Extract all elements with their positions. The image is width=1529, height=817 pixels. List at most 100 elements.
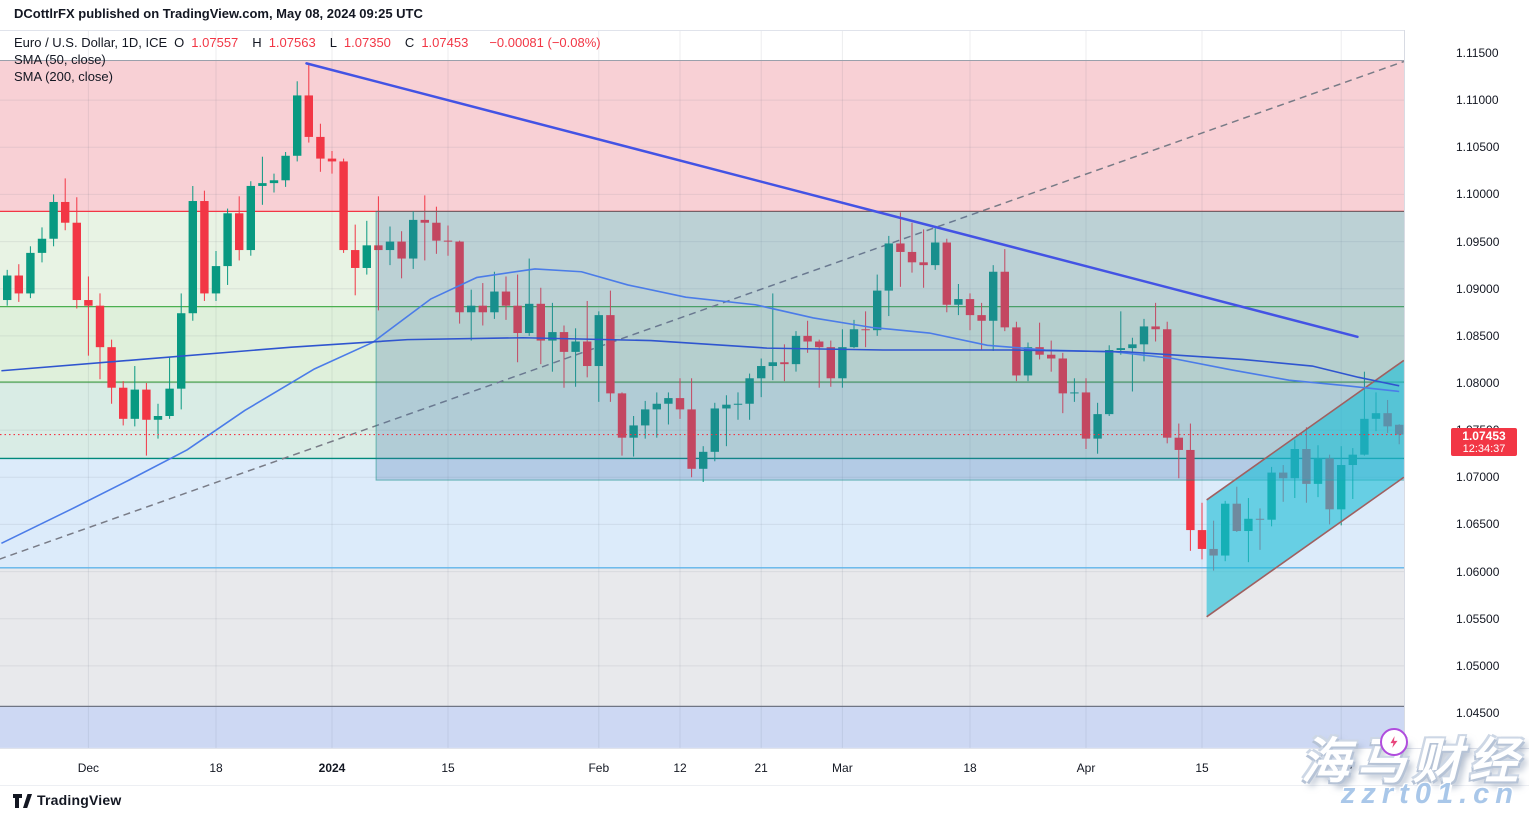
- candle[interactable]: [246, 185, 255, 251]
- candle[interactable]: [791, 335, 801, 365]
- candle[interactable]: [177, 313, 186, 389]
- candle[interactable]: [61, 201, 70, 223]
- ascending-channel-fill[interactable]: [1206, 360, 1404, 617]
- downtrend-line[interactable]: [305, 62, 1359, 339]
- candle[interactable]: [1012, 327, 1021, 376]
- candle[interactable]: [536, 303, 545, 341]
- candle[interactable]: [1047, 354, 1056, 359]
- candle[interactable]: [281, 155, 290, 181]
- candle[interactable]: [327, 158, 337, 162]
- tradingview-logo[interactable]: TradingView: [13, 792, 121, 808]
- dashed-uptrend-line[interactable]: [0, 60, 1404, 560]
- candle[interactable]: [977, 315, 986, 321]
- candle[interactable]: [49, 201, 58, 239]
- candle[interactable]: [1139, 326, 1149, 345]
- candle[interactable]: [641, 409, 650, 426]
- candle[interactable]: [861, 329, 870, 331]
- candle[interactable]: [1197, 530, 1207, 549]
- candle[interactable]: [1105, 350, 1114, 415]
- candle[interactable]: [1070, 392, 1079, 394]
- candle[interactable]: [617, 393, 627, 438]
- candle[interactable]: [896, 243, 905, 252]
- candle[interactable]: [443, 240, 453, 242]
- candle[interactable]: [200, 201, 209, 294]
- candle[interactable]: [293, 95, 302, 156]
- candle[interactable]: [235, 213, 244, 251]
- candle[interactable]: [722, 404, 731, 409]
- candle[interactable]: [1174, 437, 1183, 450]
- candle[interactable]: [107, 347, 116, 388]
- candle[interactable]: [757, 366, 766, 379]
- candle[interactable]: [1116, 348, 1125, 350]
- candle[interactable]: [548, 332, 557, 341]
- candle[interactable]: [745, 378, 754, 404]
- candle[interactable]: [652, 403, 661, 410]
- candle[interactable]: [838, 347, 847, 379]
- candle[interactable]: [1186, 449, 1195, 531]
- price-scale[interactable]: [1404, 30, 1529, 748]
- candle[interactable]: [339, 161, 348, 251]
- candle[interactable]: [907, 251, 917, 263]
- candle[interactable]: [304, 95, 313, 137]
- candle[interactable]: [14, 275, 23, 294]
- candle[interactable]: [351, 250, 360, 268]
- indicator-legend-sma200[interactable]: SMA (200, close): [14, 69, 113, 84]
- candle[interactable]: [269, 180, 279, 184]
- candle[interactable]: [432, 222, 441, 241]
- candle[interactable]: [594, 315, 603, 367]
- candle[interactable]: [84, 300, 93, 306]
- sma-50-line[interactable]: [1, 268, 1400, 545]
- candle[interactable]: [385, 241, 395, 251]
- candle[interactable]: [258, 183, 267, 186]
- candle[interactable]: [165, 388, 174, 417]
- candle[interactable]: [849, 329, 859, 348]
- candle[interactable]: [490, 291, 499, 313]
- candle[interactable]: [467, 305, 476, 313]
- candle[interactable]: [95, 305, 105, 348]
- candle[interactable]: [1058, 358, 1067, 394]
- candle[interactable]: [664, 398, 673, 404]
- candle[interactable]: [188, 201, 197, 314]
- chart-legend[interactable]: Euro / U.S. Dollar, 1D, ICE O 1.07557 H 1.07…: [14, 34, 608, 85]
- candle[interactable]: [1023, 347, 1033, 376]
- candle[interactable]: [815, 341, 824, 348]
- candle[interactable]: [223, 213, 232, 267]
- highlight-rectangle[interactable]: [375, 210, 1405, 481]
- candle[interactable]: [374, 245, 383, 251]
- candle[interactable]: [501, 291, 511, 306]
- indicator-legend-sma50[interactable]: SMA (50, close): [14, 52, 106, 67]
- candle[interactable]: [1151, 326, 1160, 330]
- candle[interactable]: [699, 451, 708, 469]
- candle[interactable]: [1128, 344, 1137, 349]
- candle[interactable]: [931, 242, 940, 266]
- candle[interactable]: [525, 303, 534, 334]
- candle[interactable]: [1163, 329, 1172, 438]
- channel-upper-line[interactable]: [1206, 359, 1404, 501]
- candle[interactable]: [26, 252, 35, 294]
- candle[interactable]: [397, 241, 406, 259]
- candle[interactable]: [780, 362, 789, 365]
- candle[interactable]: [768, 362, 777, 367]
- candle[interactable]: [629, 425, 638, 438]
- candle[interactable]: [37, 238, 47, 253]
- symbol-title[interactable]: Euro / U.S. Dollar, 1D, ICE: [14, 35, 168, 50]
- candle[interactable]: [606, 315, 615, 394]
- candle[interactable]: [965, 299, 975, 316]
- candle[interactable]: [316, 136, 325, 159]
- candle[interactable]: [675, 398, 685, 410]
- channel-lower-line[interactable]: [1206, 476, 1404, 618]
- candle[interactable]: [211, 266, 221, 294]
- candle[interactable]: [884, 243, 893, 291]
- candle[interactable]: [583, 341, 592, 367]
- candle[interactable]: [803, 335, 812, 342]
- candle[interactable]: [455, 241, 464, 313]
- candle[interactable]: [1093, 414, 1102, 439]
- candle[interactable]: [153, 416, 163, 420]
- candle[interactable]: [826, 347, 835, 379]
- candle[interactable]: [420, 219, 429, 223]
- candle[interactable]: [130, 389, 139, 419]
- candle[interactable]: [733, 403, 743, 405]
- candle[interactable]: [942, 242, 951, 305]
- candle[interactable]: [142, 389, 151, 420]
